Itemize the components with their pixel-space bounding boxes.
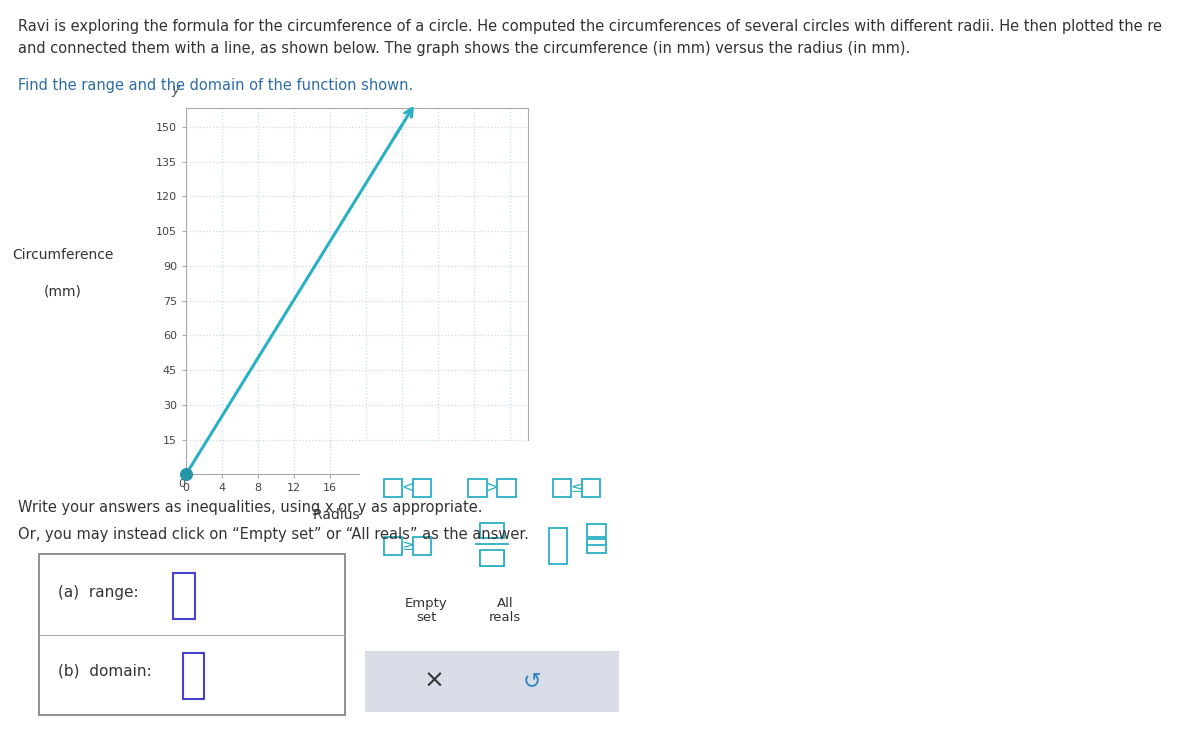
FancyBboxPatch shape xyxy=(413,479,431,497)
FancyBboxPatch shape xyxy=(587,539,606,553)
FancyBboxPatch shape xyxy=(384,537,402,555)
Text: Find the range and the domain of the function shown.: Find the range and the domain of the fun… xyxy=(18,78,413,93)
FancyBboxPatch shape xyxy=(468,479,487,497)
FancyBboxPatch shape xyxy=(497,479,516,497)
Text: and connected them with a line, as shown below. The graph shows the circumferenc: and connected them with a line, as shown… xyxy=(18,41,911,56)
Text: Empty: Empty xyxy=(404,598,448,610)
FancyBboxPatch shape xyxy=(365,651,619,712)
FancyBboxPatch shape xyxy=(480,551,504,565)
Text: set: set xyxy=(416,611,436,624)
FancyBboxPatch shape xyxy=(582,479,600,497)
X-axis label: Radius (mm): Radius (mm) xyxy=(312,507,402,521)
Text: (a)  range:: (a) range: xyxy=(58,585,138,600)
FancyBboxPatch shape xyxy=(40,554,344,716)
FancyBboxPatch shape xyxy=(358,438,626,720)
Text: All: All xyxy=(497,598,514,610)
FancyBboxPatch shape xyxy=(384,479,402,497)
Text: <: < xyxy=(401,480,414,495)
FancyBboxPatch shape xyxy=(480,523,504,538)
FancyBboxPatch shape xyxy=(182,653,204,699)
Text: >: > xyxy=(486,480,498,495)
FancyBboxPatch shape xyxy=(587,524,606,538)
Text: y: y xyxy=(172,84,180,97)
FancyBboxPatch shape xyxy=(548,528,568,564)
Text: (mm): (mm) xyxy=(44,285,82,298)
Text: ≥: ≥ xyxy=(401,539,414,554)
FancyBboxPatch shape xyxy=(413,537,431,555)
Text: Ravi is exploring the formula for the circumference of a circle. He computed the: Ravi is exploring the formula for the ci… xyxy=(18,19,1162,34)
Text: Or, you may instead click on “Empty set” or “All reals” as the answer.: Or, you may instead click on “Empty set”… xyxy=(18,527,529,542)
Text: Circumference: Circumference xyxy=(12,248,114,261)
Text: ↺: ↺ xyxy=(522,672,541,691)
Point xyxy=(176,468,196,480)
Text: 0: 0 xyxy=(178,479,185,489)
Text: reals: reals xyxy=(490,611,521,624)
Text: (b)  domain:: (b) domain: xyxy=(58,663,151,678)
Text: Write your answers as inequalities, using x or y as appropriate.: Write your answers as inequalities, usin… xyxy=(18,500,482,515)
Text: ≤: ≤ xyxy=(570,480,583,495)
FancyBboxPatch shape xyxy=(480,551,504,565)
FancyBboxPatch shape xyxy=(553,479,571,497)
Text: x: x xyxy=(541,482,550,496)
FancyBboxPatch shape xyxy=(173,572,196,619)
Text: ×: × xyxy=(424,669,444,693)
